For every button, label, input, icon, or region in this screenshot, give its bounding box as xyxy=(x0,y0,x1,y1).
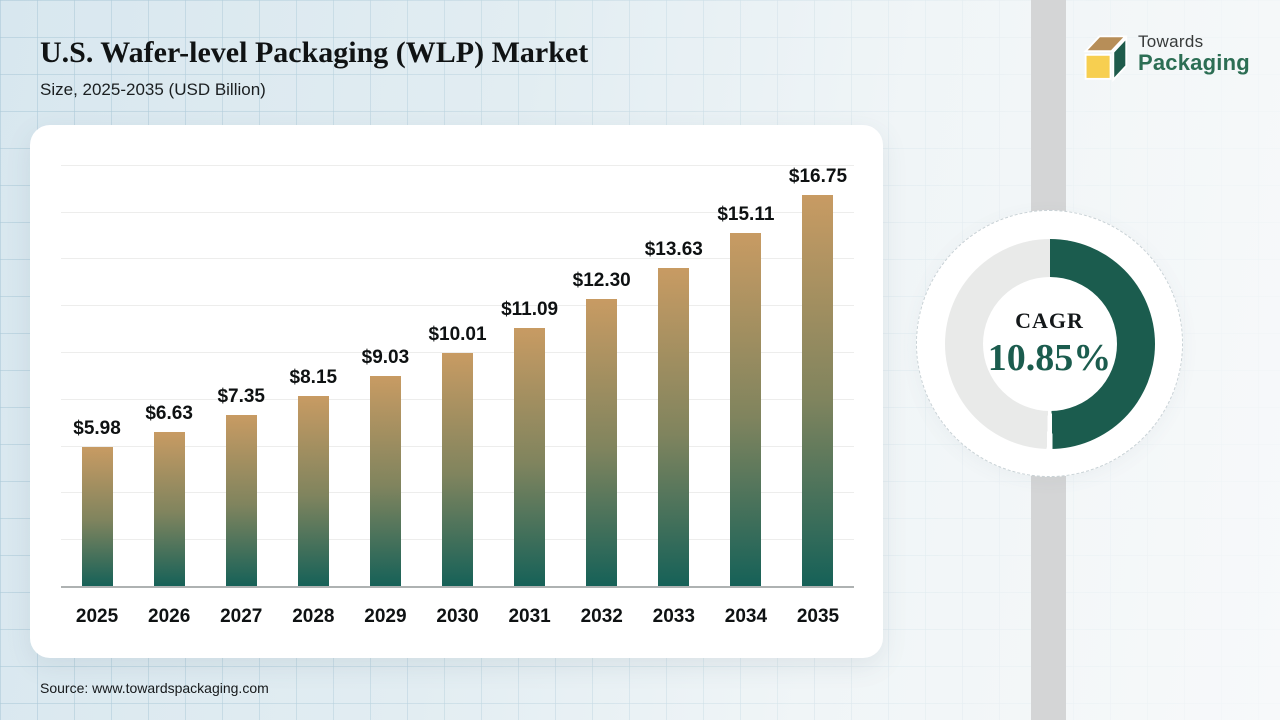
cagr-badge: CAGR 10.85% xyxy=(916,210,1183,477)
bar xyxy=(369,375,401,587)
bar-value-label: $7.35 xyxy=(217,386,265,408)
cagr-donut-chart: CAGR 10.85% xyxy=(944,238,1155,449)
bar xyxy=(297,396,329,587)
bar xyxy=(81,447,113,587)
bar xyxy=(442,352,474,587)
bar-slot: $8.15 xyxy=(277,367,349,587)
bar xyxy=(802,195,834,587)
brand-line1: Towards xyxy=(1138,32,1204,51)
x-axis-label: 2034 xyxy=(724,606,768,627)
bar-slot: $13.63 xyxy=(638,239,710,587)
bar-value-label: $12.30 xyxy=(572,270,631,292)
bar-value-label: $15.11 xyxy=(717,204,775,226)
x-axis-label: 2027 xyxy=(220,606,263,627)
bar-value-label: $9.03 xyxy=(361,346,410,368)
gridline xyxy=(61,258,854,260)
bar-slot: $6.63 xyxy=(133,403,205,587)
x-axis-line xyxy=(61,586,854,588)
bar-slot: $15.11 xyxy=(710,204,782,587)
bar xyxy=(153,431,185,587)
bar-series: $5.98 $6.63 $7.35 $8.15 $9.03 $10.01 $11.09 $12… xyxy=(61,145,854,587)
brand-wordmark: Towards Packaging xyxy=(1138,33,1250,74)
bar-slot: $10.01 xyxy=(421,324,493,587)
x-axis-label: 2032 xyxy=(580,606,623,627)
bar-value-label: $10.01 xyxy=(428,323,487,345)
cagr-donut-center: CAGR 10.85% xyxy=(982,276,1117,411)
x-axis-label: 2033 xyxy=(652,606,695,627)
gridline xyxy=(61,352,854,353)
x-axis-labels: 2025 2026 2027 2028 2029 2030 2031 2032 2033 2034… xyxy=(61,606,854,628)
bar-value-label: $11.09 xyxy=(501,298,559,320)
bar-value-label: $8.15 xyxy=(289,367,338,389)
gridline xyxy=(61,211,854,213)
x-axis-label: 2030 xyxy=(436,606,479,627)
bar-slot: $12.30 xyxy=(566,270,638,587)
bar-slot: $7.35 xyxy=(205,386,277,587)
cagr-value: 10.85% xyxy=(987,336,1112,379)
bar-value-label: $6.63 xyxy=(145,402,193,424)
bar-value-label: $5.98 xyxy=(73,418,121,440)
bar xyxy=(514,327,546,587)
page-title: U.S. Wafer-level Packaging (WLP) Market xyxy=(40,36,589,69)
x-axis-label: 2029 xyxy=(364,606,407,627)
bar xyxy=(658,268,690,587)
x-axis-label: 2028 xyxy=(292,606,335,627)
gridline xyxy=(61,164,854,166)
bar xyxy=(586,299,618,587)
bar-value-label: $13.63 xyxy=(644,239,703,261)
bar-slot: $16.75 xyxy=(782,166,854,587)
brand-line2: Packaging xyxy=(1138,49,1250,75)
cube-logo-icon xyxy=(1081,24,1129,87)
gridline xyxy=(61,305,854,307)
bar xyxy=(730,233,762,587)
brand-logo: Towards Packaging xyxy=(1081,24,1250,87)
bar-value-label: $16.75 xyxy=(788,166,848,188)
bar-slot: $11.09 xyxy=(494,298,566,587)
chart-panel: $5.98 $6.63 $7.35 $8.15 $9.03 $10.01 $11.09 $12… xyxy=(30,125,883,658)
bar-chart-plot-area: $5.98 $6.63 $7.35 $8.15 $9.03 $10.01 $11.09 $12… xyxy=(61,145,854,588)
header: U.S. Wafer-level Packaging (WLP) Market … xyxy=(40,36,588,100)
x-axis-label: 2026 xyxy=(148,606,191,627)
bar-slot: $5.98 xyxy=(61,418,133,587)
bar-slot: $9.03 xyxy=(349,347,421,587)
x-axis-label: 2035 xyxy=(796,606,840,627)
source-attribution: Source: www.towardspackaging.com xyxy=(40,680,269,696)
bar xyxy=(225,415,257,587)
x-axis-label: 2025 xyxy=(75,606,119,627)
page-subtitle: Size, 2025-2035 (USD Billion) xyxy=(40,79,266,99)
cagr-label: CAGR xyxy=(1015,307,1084,333)
x-axis-label: 2031 xyxy=(508,606,551,627)
